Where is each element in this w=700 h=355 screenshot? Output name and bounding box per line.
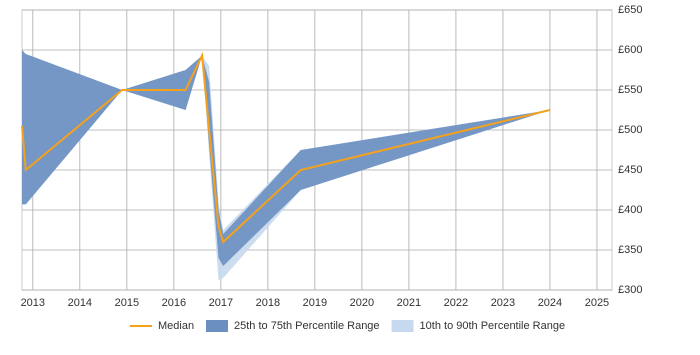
x-tick-label: 2023 bbox=[491, 297, 515, 309]
y-tick-label: £650 bbox=[618, 4, 642, 16]
legend-label: 10th to 90th Percentile Range bbox=[420, 320, 566, 332]
y-tick-label: £600 bbox=[618, 44, 642, 56]
x-tick-label: 2024 bbox=[538, 297, 562, 309]
x-tick-label: 2025 bbox=[585, 297, 609, 309]
x-tick-label: 2015 bbox=[115, 297, 139, 309]
median-line bbox=[21, 51, 551, 244]
x-tick-label: 2014 bbox=[68, 297, 92, 309]
y-tick-label: £450 bbox=[618, 164, 642, 176]
y-tick-label: £300 bbox=[618, 284, 642, 296]
x-tick-label: 2019 bbox=[303, 297, 327, 309]
y-tick-label: £400 bbox=[618, 204, 642, 216]
y-tick-label: £500 bbox=[618, 124, 642, 136]
x-tick-label: 2021 bbox=[397, 297, 421, 309]
x-tick-label: 2013 bbox=[21, 297, 45, 309]
legend-label: Median bbox=[158, 320, 194, 332]
legend-label: 25th to 75th Percentile Range bbox=[234, 320, 380, 332]
x-tick-label: 2022 bbox=[444, 297, 468, 309]
x-tick-label: 2016 bbox=[162, 297, 186, 309]
x-tick-label: 2018 bbox=[256, 297, 280, 309]
x-tick-label: 2017 bbox=[209, 297, 233, 309]
y-tick-label: £350 bbox=[618, 244, 642, 256]
legend-swatch bbox=[391, 320, 414, 332]
legend-swatch bbox=[206, 320, 228, 332]
y-tick-label: £550 bbox=[618, 84, 642, 96]
x-tick-label: 2020 bbox=[350, 297, 374, 309]
